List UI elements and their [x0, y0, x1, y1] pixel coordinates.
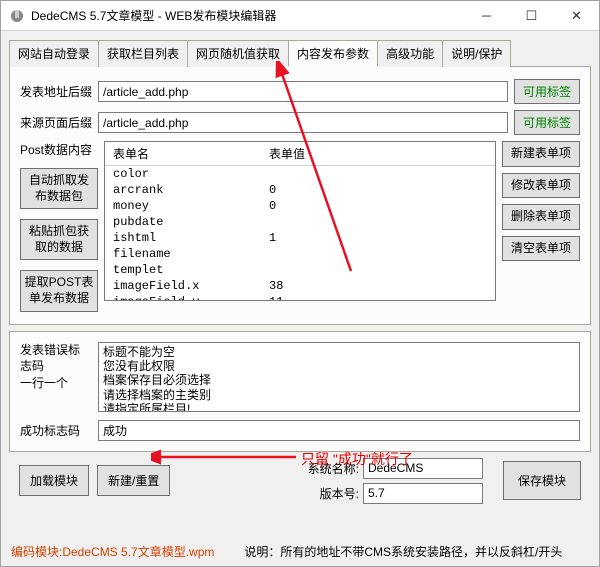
- table-row[interactable]: imageField.y11: [105, 294, 495, 300]
- version-label: 版本号:: [299, 485, 359, 502]
- error-panel: 发表错误标 志码 一行一个 成功标志码: [9, 331, 591, 452]
- referer-suffix-input[interactable]: [98, 112, 508, 133]
- status-note: 说明：所有的地址不带CMS系统安装路径，并以反斜杠/开头: [244, 543, 562, 560]
- col-value: 表单值: [261, 142, 495, 166]
- load-module-button[interactable]: 加载模块: [19, 465, 89, 496]
- tab-4[interactable]: 高级功能: [377, 40, 443, 67]
- col-name: 表单名: [105, 142, 261, 166]
- error-code-label: 发表错误标 志码 一行一个: [20, 342, 98, 392]
- app-icon: [9, 8, 25, 24]
- new-item-button[interactable]: 新建表单项: [502, 141, 580, 167]
- annotation-text: 只留 "成功"就行了: [301, 449, 413, 469]
- tab-0[interactable]: 网站自动登录: [9, 40, 99, 67]
- publish-suffix-input[interactable]: [98, 81, 508, 102]
- minimize-button[interactable]: ─: [464, 1, 509, 30]
- form-table[interactable]: 表单名 表单值 colorarcrank0money0pubdateishtml…: [104, 141, 496, 301]
- status-module: 编码模块:DedeCMS 5.7文章模型.wpm: [11, 543, 214, 560]
- table-row[interactable]: arcrank0: [105, 182, 495, 198]
- table-row[interactable]: pubdate: [105, 214, 495, 230]
- post-data-label: Post数据内容: [20, 141, 98, 158]
- extract-post-button[interactable]: 提取POST表 单发布数据: [20, 270, 98, 311]
- table-row[interactable]: color: [105, 166, 495, 183]
- close-button[interactable]: ✕: [554, 1, 599, 30]
- referer-tags-button[interactable]: 可用标签: [514, 110, 580, 135]
- success-code-label: 成功标志码: [20, 422, 98, 439]
- content-area: 网站自动登录获取栏目列表网页随机值获取内容发布参数高级功能说明/保护 发表地址后…: [1, 31, 599, 541]
- publish-tags-button[interactable]: 可用标签: [514, 79, 580, 104]
- app-window: DedeCMS 5.7文章模型 - WEB发布模块编辑器 ─ ☐ ✕ 网站自动登…: [0, 0, 600, 567]
- window-title: DedeCMS 5.7文章模型 - WEB发布模块编辑器: [31, 7, 464, 24]
- paste-capture-button[interactable]: 粘贴抓包获 取的数据: [20, 219, 98, 260]
- table-row[interactable]: money0: [105, 198, 495, 214]
- auto-capture-button[interactable]: 自动抓取发 布数据包: [20, 168, 98, 209]
- status-bar: 编码模块:DedeCMS 5.7文章模型.wpm 说明：所有的地址不带CMS系统…: [1, 541, 599, 566]
- table-row[interactable]: imageField.x38: [105, 278, 495, 294]
- error-code-textarea[interactable]: [98, 342, 580, 412]
- clear-items-button[interactable]: 清空表单项: [502, 236, 580, 262]
- success-code-input[interactable]: [98, 420, 580, 441]
- table-row[interactable]: ishtml1: [105, 230, 495, 246]
- version-input[interactable]: [363, 483, 483, 504]
- edit-item-button[interactable]: 修改表单项: [502, 173, 580, 199]
- publish-suffix-label: 发表地址后缀: [20, 83, 98, 100]
- tab-2[interactable]: 网页随机值获取: [187, 40, 289, 67]
- tab-panel: 发表地址后缀 可用标签 来源页面后缀 可用标签 Post数据内容 自动抓取发 布…: [9, 67, 591, 325]
- maximize-button[interactable]: ☐: [509, 1, 554, 30]
- titlebar: DedeCMS 5.7文章模型 - WEB发布模块编辑器 ─ ☐ ✕: [1, 1, 599, 31]
- save-module-button[interactable]: 保存模块: [503, 461, 581, 500]
- referer-suffix-label: 来源页面后缀: [20, 114, 98, 131]
- window-controls: ─ ☐ ✕: [464, 1, 599, 30]
- delete-item-button[interactable]: 删除表单项: [502, 204, 580, 230]
- table-row[interactable]: filename: [105, 246, 495, 262]
- tab-5[interactable]: 说明/保护: [442, 40, 511, 67]
- reset-module-button[interactable]: 新建/重置: [97, 465, 170, 496]
- tab-bar: 网站自动登录获取栏目列表网页随机值获取内容发布参数高级功能说明/保护: [9, 39, 591, 67]
- tab-3[interactable]: 内容发布参数: [288, 40, 378, 67]
- table-row[interactable]: templet: [105, 262, 495, 278]
- bottom-bar: 加载模块 新建/重置 系统名称: 版本号: 保存模块: [9, 452, 591, 510]
- tab-1[interactable]: 获取栏目列表: [98, 40, 188, 67]
